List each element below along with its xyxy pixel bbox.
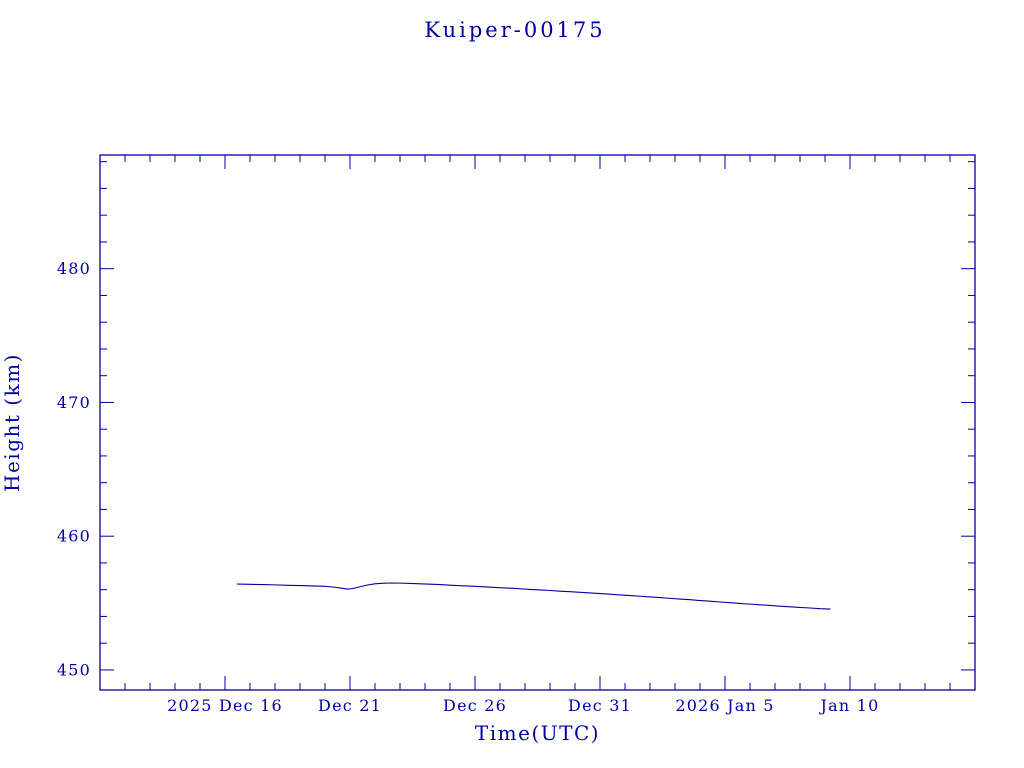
y-tick-label: 460: [57, 527, 91, 546]
plot-frame: [99, 154, 976, 691]
x-tick-label: Jan 10: [819, 696, 880, 715]
chart-title: Kuiper-00175: [424, 18, 605, 42]
axis-ticks: [99, 155, 976, 690]
x-tick-label: 2025 Dec 16: [167, 696, 283, 715]
x-tick-label: Dec 26: [443, 696, 507, 715]
y-tick-label: 480: [57, 259, 91, 278]
x-tick-label: Dec 31: [568, 696, 632, 715]
x-tick-label: 2026 Jan 5: [675, 696, 774, 715]
y-axis-label: Height (km): [0, 353, 24, 492]
x-tick-label: Dec 21: [318, 696, 382, 715]
height-data-line: [236, 582, 831, 610]
x-axis-label: Time(UTC): [475, 721, 600, 745]
y-tick-label: 470: [57, 393, 91, 412]
y-tick-label: 450: [57, 660, 91, 679]
